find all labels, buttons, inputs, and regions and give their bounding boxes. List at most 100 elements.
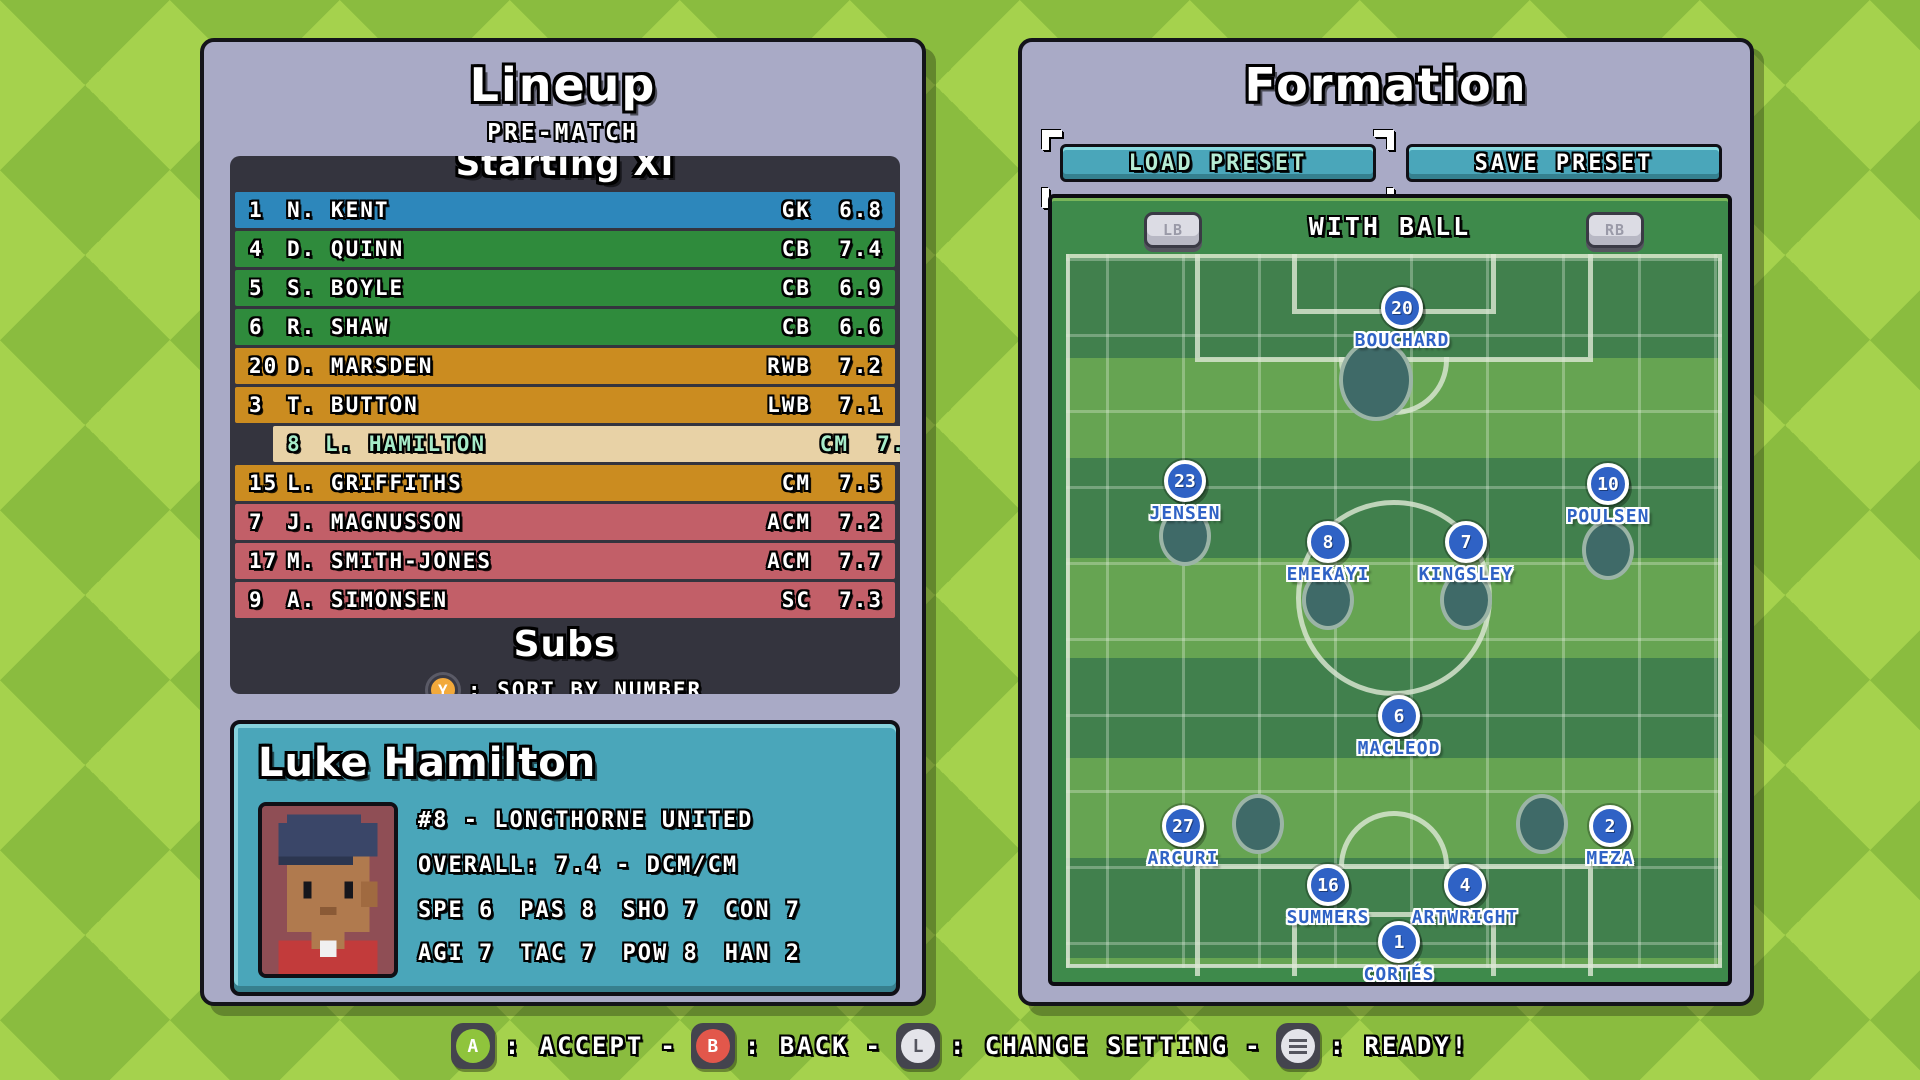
lineup-row-button[interactable]: 3 T. BUTTON LWB 7.1 bbox=[235, 387, 895, 423]
pitch-player-kingsley[interactable]: 7 KINGSLEY bbox=[1356, 521, 1576, 585]
save-preset-button[interactable]: SAVE PRESET bbox=[1406, 144, 1722, 182]
pitch-player-summers[interactable]: 16 SUMMERS bbox=[1218, 864, 1438, 928]
pitch-player-artwright[interactable]: 4 ARTWRIGHT bbox=[1355, 864, 1575, 928]
hint-separator: - bbox=[1245, 1032, 1260, 1060]
player-number-badge[interactable]: 10 bbox=[1587, 463, 1629, 505]
player-number-badge[interactable]: 16 bbox=[1307, 864, 1349, 906]
stat-sho: SHO 7 bbox=[622, 898, 699, 923]
pitch-player-name: POULSEN bbox=[1566, 506, 1650, 527]
position: ACM bbox=[767, 549, 811, 573]
rating: 7.2 bbox=[839, 354, 883, 378]
pitch-player-name: KINGSLEY bbox=[1418, 564, 1514, 585]
lineup-subtitle: PRE-MATCH bbox=[487, 120, 639, 146]
position: GK bbox=[781, 198, 811, 222]
pitch-player-cortes[interactable]: 1 CORTÉS bbox=[1289, 921, 1509, 985]
lineup-rows: 1 N. KENT GK 6.8 4 D. QUINN CB 7.4 5 S. … bbox=[230, 192, 900, 618]
lineup-row-kent[interactable]: 1 N. KENT GK 6.8 bbox=[235, 192, 895, 228]
rating: 6.8 bbox=[839, 198, 883, 222]
ghost-position-marker bbox=[1516, 794, 1568, 854]
a-button-icon: A bbox=[450, 1023, 495, 1069]
lineup-row-quinn[interactable]: 4 D. QUINN CB 7.4 bbox=[235, 231, 895, 267]
selection-bracket-top-right bbox=[1374, 130, 1394, 150]
pitch-player-arcuri[interactable]: 27 ARCURI bbox=[1073, 805, 1293, 869]
starting-xi-list: Starting XI 1 N. KENT GK 6.8 4 D. QUINN … bbox=[230, 156, 900, 694]
pitch-player-name: BOUCHARD bbox=[1354, 330, 1450, 351]
player-portrait bbox=[258, 802, 398, 978]
shirt-number: 20 bbox=[249, 354, 279, 378]
stat-han: HAN 2 bbox=[724, 941, 801, 966]
lineup-row-marsden[interactable]: 20 D. MARSDEN RWB 7.2 bbox=[235, 348, 895, 384]
position: SC bbox=[781, 588, 811, 612]
rating: 7.2 bbox=[839, 510, 883, 534]
player-name: L. GRIFFITHS bbox=[287, 471, 463, 495]
ghost-position-marker bbox=[1582, 520, 1634, 580]
stat-pas: PAS 8 bbox=[520, 898, 597, 923]
pitch-player-name: MACLEOD bbox=[1357, 738, 1441, 759]
player-number-badge[interactable]: 8 bbox=[1307, 521, 1349, 563]
pitch-player-macleod[interactable]: 6 MACLEOD bbox=[1289, 695, 1509, 759]
rating: 6.6 bbox=[839, 315, 883, 339]
player-name: J. MAGNUSSON bbox=[287, 510, 463, 534]
lineup-panel: Lineup PRE-MATCH Starting XI 1 N. KENT G… bbox=[200, 38, 926, 1006]
rb-button-icon[interactable]: RB bbox=[1586, 212, 1644, 248]
rating: 7.5 bbox=[839, 471, 883, 495]
hint-separator: - bbox=[865, 1032, 880, 1060]
position: CB bbox=[781, 315, 811, 339]
lineup-row-griffiths[interactable]: 15 L. GRIFFITHS CM 7.5 bbox=[235, 465, 895, 501]
pitch-player-poulsen[interactable]: 10 POULSEN bbox=[1498, 463, 1718, 527]
lineup-row-smith-jones[interactable]: 17 M. SMITH-JONES ACM 7.7 bbox=[235, 543, 895, 579]
player-card-name: Luke Hamilton bbox=[258, 740, 597, 786]
stat-spe: SPE 6 bbox=[418, 898, 495, 923]
lineup-row-magnusson[interactable]: 7 J. MAGNUSSON ACM 7.2 bbox=[235, 504, 895, 540]
player-card-overall-line: OVERALL: 7.4 - DCM/CM bbox=[418, 853, 739, 878]
selection-bracket-top-left bbox=[1042, 130, 1062, 150]
stats-row-2: AGI 7 TAC 7 POW 8 HAN 2 bbox=[418, 941, 880, 966]
hint-separator: - bbox=[660, 1032, 675, 1060]
hint-back: B : BACK bbox=[690, 1023, 850, 1069]
pitch-player-jensen[interactable]: 23 JENSEN bbox=[1075, 460, 1295, 524]
player-number-badge[interactable]: 27 bbox=[1162, 805, 1204, 847]
position: CM bbox=[781, 471, 811, 495]
controller-hint-bar: A : ACCEPT - B : BACK - L : CHANGE SETTI… bbox=[0, 1018, 1920, 1074]
pitch-header: WITH BALL bbox=[1052, 198, 1728, 254]
pitch-player-name: CORTÉS bbox=[1363, 964, 1435, 985]
hint-change-setting-label: : CHANGE SETTING bbox=[949, 1032, 1230, 1060]
lineup-row-shaw[interactable]: 6 R. SHAW CB 6.6 bbox=[235, 309, 895, 345]
starting-xi-title: Starting XI bbox=[455, 156, 675, 184]
rating: 7.3 bbox=[839, 588, 883, 612]
lineup-row-hamilton-selected[interactable]: 8 L. HAMILTON CM 7.4 bbox=[273, 426, 900, 462]
position: RWB bbox=[767, 354, 811, 378]
menu-button-icon bbox=[1275, 1023, 1320, 1069]
with-ball-label: WITH BALL bbox=[1308, 211, 1472, 241]
y-button-icon: Y bbox=[427, 675, 458, 694]
rating: 6.9 bbox=[839, 276, 883, 300]
sort-hint-label: : SORT BY NUMBER bbox=[467, 678, 703, 694]
hint-back-label: : BACK bbox=[744, 1032, 850, 1060]
player-name: R. SHAW bbox=[287, 315, 390, 339]
player-number-badge[interactable]: 7 bbox=[1445, 521, 1487, 563]
pitch-player-emekayi[interactable]: 8 EMEKAYI bbox=[1218, 521, 1438, 585]
lineup-row-boyle[interactable]: 5 S. BOYLE CB 6.9 bbox=[235, 270, 895, 306]
player-number-badge[interactable]: 20 bbox=[1381, 287, 1423, 329]
lineup-row-simonsen[interactable]: 9 A. SIMONSEN SC 7.3 bbox=[235, 582, 895, 618]
player-number-badge[interactable]: 1 bbox=[1378, 921, 1420, 963]
pitch-player-meza[interactable]: 2 MEZA bbox=[1500, 805, 1720, 869]
load-preset-button[interactable]: LOAD PRESET bbox=[1060, 144, 1376, 182]
player-number-badge[interactable]: 23 bbox=[1164, 460, 1206, 502]
lineup-title: Lineup bbox=[469, 58, 657, 112]
stat-pow: POW 8 bbox=[622, 941, 699, 966]
player-name: D. QUINN bbox=[287, 237, 405, 261]
position: CM bbox=[819, 432, 849, 456]
shirt-number: 17 bbox=[249, 549, 279, 573]
lb-button-icon[interactable]: LB bbox=[1144, 212, 1202, 248]
player-number-badge[interactable]: 6 bbox=[1378, 695, 1420, 737]
player-number-badge[interactable]: 4 bbox=[1444, 864, 1486, 906]
rating: 7.7 bbox=[839, 549, 883, 573]
player-number-badge[interactable]: 2 bbox=[1589, 805, 1631, 847]
player-name: S. BOYLE bbox=[287, 276, 405, 300]
position: LWB bbox=[767, 393, 811, 417]
player-name: L. HAMILTON bbox=[325, 432, 487, 456]
portrait-pixel-art bbox=[262, 806, 394, 974]
hint-ready-label: : READY! bbox=[1329, 1032, 1470, 1060]
pitch-player-bouchard[interactable]: 20 BOUCHARD bbox=[1292, 287, 1512, 351]
